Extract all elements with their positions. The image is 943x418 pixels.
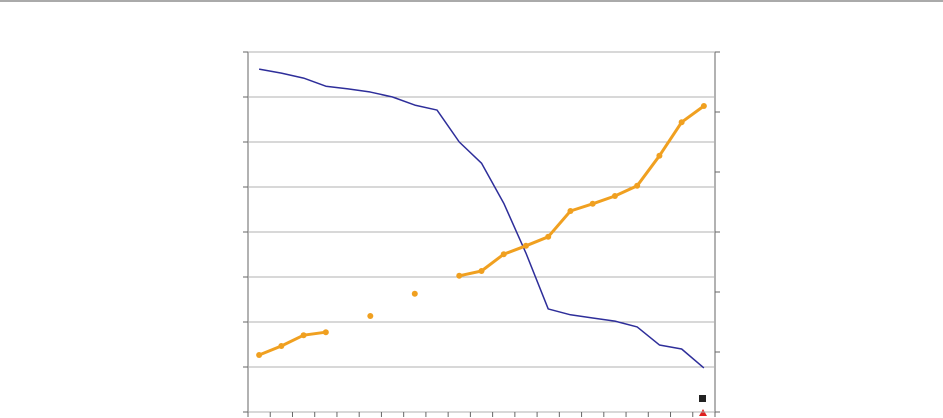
point — [634, 182, 641, 189]
point — [411, 290, 418, 297]
point — [278, 343, 285, 349]
point — [300, 332, 307, 339]
point — [656, 152, 663, 159]
point — [322, 329, 329, 336]
point — [700, 103, 707, 109]
point — [678, 119, 685, 126]
point — [478, 268, 485, 274]
legend-square — [699, 395, 706, 402]
point — [545, 233, 552, 240]
series-line — [258, 68, 705, 369]
point — [522, 242, 529, 249]
point — [589, 200, 596, 207]
series-line — [258, 104, 705, 357]
point — [567, 208, 574, 214]
point — [611, 193, 618, 199]
point — [367, 313, 374, 319]
point — [456, 272, 463, 279]
point — [256, 352, 263, 358]
point — [500, 251, 507, 258]
